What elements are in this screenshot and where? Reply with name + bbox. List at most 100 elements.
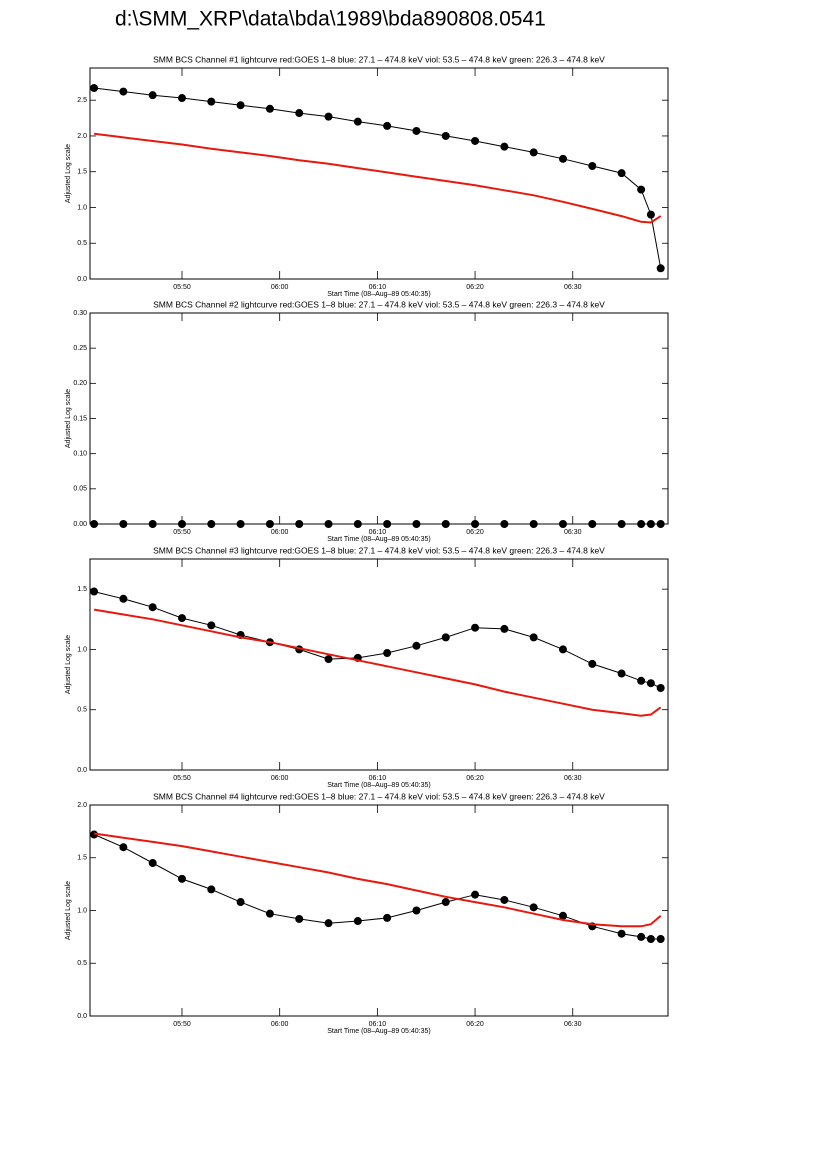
data-point <box>646 210 655 219</box>
data-point <box>177 614 186 623</box>
data-point <box>90 587 99 596</box>
series-line <box>93 832 662 928</box>
panel: SMM BCS Channel #2 lightcurve red:GOES 1… <box>65 299 669 543</box>
series-line <box>93 591 661 689</box>
x-tick-label: 06:00 <box>271 284 289 291</box>
data-point <box>656 684 665 693</box>
data-point <box>529 148 538 157</box>
x-tick-label: 05:50 <box>173 529 191 536</box>
x-tick-label: 06:20 <box>466 529 484 536</box>
data-point <box>471 136 480 145</box>
y-tick-label: 0.0 <box>77 1013 87 1020</box>
data-point <box>617 669 626 678</box>
data-point <box>119 594 128 603</box>
y-tick-label: 2.0 <box>77 802 87 809</box>
plot-frame <box>89 312 669 525</box>
data-point <box>236 101 245 110</box>
data-point <box>295 109 304 118</box>
x-tick-label: 06:20 <box>466 1021 484 1028</box>
data-point <box>324 655 333 664</box>
panel-title: SMM BCS Channel #4 lightcurve red:GOES 1… <box>153 791 605 801</box>
data-point <box>148 91 157 100</box>
panel: SMM BCS Channel #3 lightcurve red:GOES 1… <box>65 545 669 789</box>
y-tick-label: 0.00 <box>73 521 87 528</box>
data-point <box>148 859 157 868</box>
page-title: d:\SMM_XRP\data\bda\1989\bda890808.0541 <box>115 8 546 31</box>
data-point <box>353 117 362 126</box>
data-point <box>265 909 274 918</box>
data-point <box>558 645 567 654</box>
data-point <box>119 843 128 852</box>
data-point <box>637 932 646 941</box>
x-tick-label: 06:10 <box>369 1021 387 1028</box>
y-axis-label: Adjusted Log scale <box>65 881 72 940</box>
data-point <box>412 126 421 135</box>
y-tick-label: 0.0 <box>77 276 87 283</box>
data-point <box>471 623 480 632</box>
data-point <box>558 154 567 163</box>
x-axis-label: Start Time (08–Aug–89 05:40:35) <box>327 536 431 543</box>
data-point <box>646 934 655 943</box>
data-point <box>236 898 245 907</box>
data-point <box>637 185 646 194</box>
y-axis-label: Adjusted Log scale <box>65 635 72 694</box>
y-axis-label: Adjusted Log scale <box>65 389 72 448</box>
x-tick-label: 06:10 <box>369 529 387 536</box>
data-point <box>324 919 333 928</box>
series-line <box>93 132 662 224</box>
data-point <box>90 830 99 839</box>
data-point <box>588 659 597 668</box>
x-axis-label: Start Time (08–Aug–89 05:40:35) <box>327 782 431 789</box>
data-point <box>529 633 538 642</box>
x-tick-label: 06:00 <box>271 775 289 782</box>
x-tick-label: 05:50 <box>173 775 191 782</box>
panel-title: SMM BCS Channel #1 lightcurve red:GOES 1… <box>153 54 605 64</box>
y-tick-label: 1.5 <box>77 855 87 862</box>
y-tick-label: 0.5 <box>77 240 87 247</box>
y-tick-label: 0.05 <box>73 486 87 493</box>
y-tick-label: 0.0 <box>77 767 87 774</box>
series-line <box>94 87 662 269</box>
y-tick-label: 0.5 <box>77 707 87 714</box>
data-point <box>383 121 392 130</box>
data-point <box>441 131 450 140</box>
x-tick-label: 06:20 <box>466 284 484 291</box>
plot-frame <box>89 558 669 771</box>
x-tick-label: 05:50 <box>173 1021 191 1028</box>
panel: SMM BCS Channel #1 lightcurve red:GOES 1… <box>65 54 669 298</box>
y-tick-label: 1.0 <box>77 204 87 211</box>
data-point <box>441 633 450 642</box>
data-point <box>207 621 216 630</box>
x-tick-label: 05:50 <box>173 284 191 291</box>
data-point <box>637 676 646 685</box>
y-tick-label: 1.0 <box>77 646 87 653</box>
data-point <box>500 624 509 633</box>
x-tick-label: 06:00 <box>271 529 289 536</box>
y-tick-label: 1.5 <box>77 586 87 593</box>
data-point <box>90 84 99 93</box>
data-point <box>500 895 509 904</box>
y-tick-label: 0.20 <box>73 380 87 387</box>
data-point <box>119 87 128 96</box>
series-line <box>93 608 662 717</box>
data-point <box>265 104 274 113</box>
data-point <box>295 914 304 923</box>
x-tick-label: 06:30 <box>564 775 582 782</box>
data-point <box>383 913 392 922</box>
x-tick-label: 06:30 <box>564 284 582 291</box>
y-tick-label: 0.10 <box>73 451 87 458</box>
data-point <box>588 161 597 170</box>
x-axis-label: Start Time (08–Aug–89 05:40:35) <box>327 1028 431 1035</box>
y-tick-label: 1.0 <box>77 907 87 914</box>
data-point <box>656 934 665 943</box>
data-point <box>353 917 362 926</box>
data-point <box>177 94 186 103</box>
series-line <box>93 834 661 940</box>
data-point <box>148 603 157 612</box>
x-tick-label: 06:00 <box>271 1021 289 1028</box>
data-point <box>500 142 509 151</box>
y-tick-label: 2.0 <box>77 133 87 140</box>
y-tick-label: 0.5 <box>77 960 87 967</box>
